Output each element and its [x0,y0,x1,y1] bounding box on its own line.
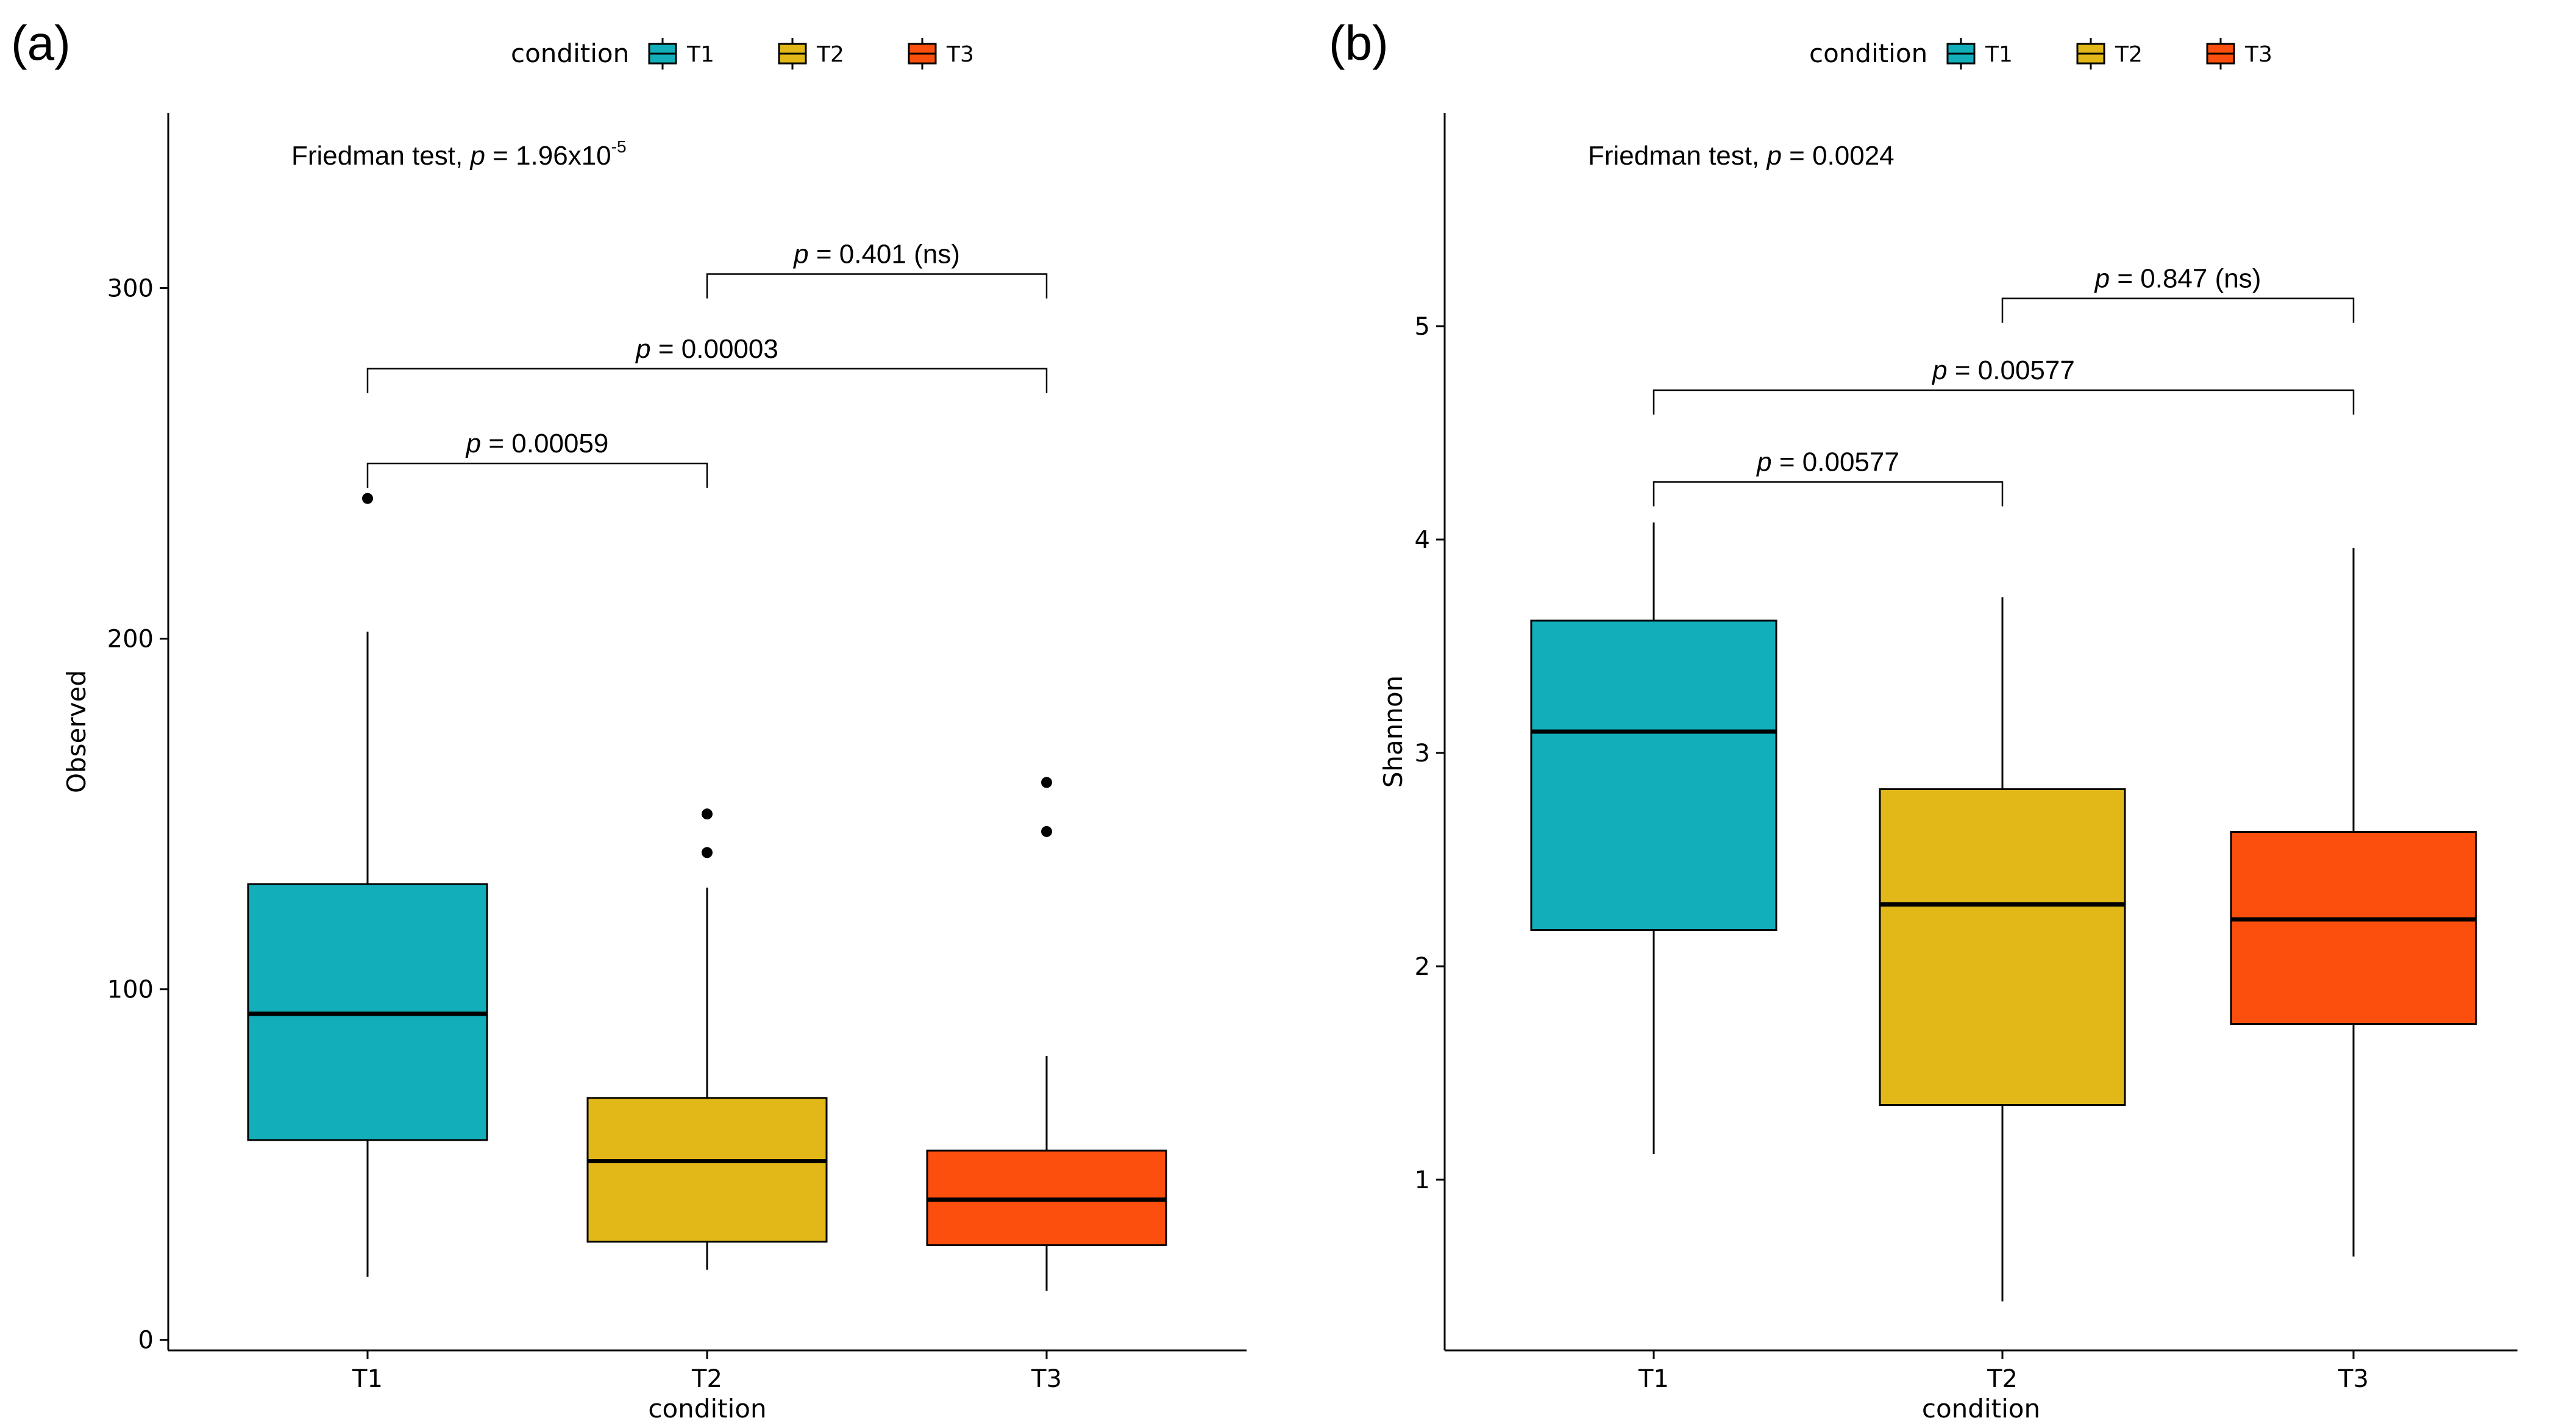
panel-label: (a) [11,16,71,70]
outlier-point [702,847,713,858]
y-axis-title: Observed [62,670,91,793]
legend-label-t1: T1 [686,42,714,67]
panel-label: (b) [1329,16,1389,70]
bracket-line [2001,298,2355,323]
panel-b: (b) condition T1 T2 T3 1 2 3 4 5 T1 T2 T3 condition Sh… [1329,16,2517,1424]
y-tick-label: 0 [138,1327,154,1355]
x-tick-label: T2 [1987,1365,2018,1393]
x-axis-title: condition [648,1394,766,1424]
outlier-point [362,493,373,504]
y-tick-label: 4 [1415,526,1430,554]
x-tick-label: T1 [352,1365,383,1393]
box-t2 [1879,597,2126,1302]
comparison-p-value: p = 0.00059 [465,429,609,458]
legend-label-t3: T3 [946,42,974,67]
comparison-p-value: p = 0.847 (ns) [2094,264,2261,294]
p-value-text: = 0.00577 [1948,355,2075,385]
box-body [1530,619,1777,931]
friedman-test-label: Friedman test, p = 1.96x10-5 [291,137,627,171]
x-tick-label: T2 [691,1365,722,1393]
p-value-text: = 0.00577 [1772,447,1899,477]
test-prefix: Friedman test, [291,141,470,171]
legend: condition T1 T2 T3 [511,38,974,70]
legend-title: condition [511,38,629,68]
bracket-line [706,273,1048,299]
outlier-point [702,808,713,820]
box-t1 [247,493,488,1277]
bracket-line [366,368,1048,393]
box-t1 [1530,522,1777,1154]
test-p-exponent: -5 [611,137,627,156]
legend-key-t3: T3 [908,38,974,70]
legend-label-t2: T2 [2115,42,2143,67]
legend-label-t3: T3 [2244,42,2272,67]
bracket-line [366,462,708,488]
legend: condition T1 T2 T3 [1809,38,2272,70]
x-tick-label: T3 [2338,1365,2369,1393]
p-symbol: p [1756,447,1771,477]
legend-key-t1: T1 [1946,38,2013,70]
p-symbol: p [465,429,481,458]
p-symbol: p [1765,141,1781,171]
friedman-test-label: Friedman test, p = 0.0024 [1588,141,1895,171]
p-symbol: p [635,334,650,364]
x-tick-label: T1 [1638,1365,1669,1393]
y-tick-label: 100 [107,976,154,1004]
y-axis-title: Shannon [1378,676,1408,788]
y-tick-label: 5 [1415,313,1430,341]
comparison-p-value: p = 0.00003 [635,334,778,364]
comparison-bracket-t2-t3: p = 0.401 (ns) [706,240,1048,299]
p-value-text: = 0.401 (ns) [809,240,960,269]
legend-key-t2: T2 [778,38,844,70]
box-body [1879,788,2126,1106]
p-symbol: p [792,240,808,269]
test-p-value: = 0.0024 [1782,141,1895,171]
legend-label-t2: T2 [816,42,844,67]
legend-key-t3: T3 [2206,38,2272,70]
outlier-point [1041,777,1052,788]
comparison-p-value: p = 0.00577 [1931,355,2075,385]
y-tick-label: 3 [1415,740,1430,768]
comparison-p-value: p = 0.401 (ns) [792,240,960,269]
y-tick-label: 300 [107,275,154,303]
comparison-bracket-t1-t2: p = 0.00577 [1653,447,2004,507]
p-value-text: = 0.00059 [481,429,608,458]
p-symbol: p [1931,355,1947,385]
p-value-text: = 0.00003 [651,334,778,364]
y-tick-label: 200 [107,626,154,654]
box-t2 [586,808,828,1270]
y-tick-label: 2 [1415,953,1430,981]
box-body [2230,831,2477,1025]
comparison-p-value: p = 0.00577 [1756,447,1899,477]
comparison-bracket-t2-t3: p = 0.847 (ns) [2001,264,2355,323]
legend-key-t2: T2 [2076,38,2143,70]
outlier-point [1041,825,1052,837]
test-prefix: Friedman test, [1588,141,1767,171]
box-t3 [2230,548,2477,1257]
box-t3 [926,777,1167,1291]
legend-key-t1: T1 [648,38,714,70]
box-body [586,1097,828,1243]
comparison-bracket-t1-t3: p = 0.00577 [1653,355,2355,415]
p-value-text: = 0.847 (ns) [2110,264,2261,294]
p-symbol: p [469,141,485,171]
x-tick-label: T3 [1031,1365,1062,1393]
p-symbol: p [2094,264,2110,294]
comparison-bracket-t1-t3: p = 0.00003 [366,334,1048,393]
legend-title: condition [1809,38,1927,68]
comparison-bracket-t1-t2: p = 0.00059 [366,429,708,488]
y-tick-label: 1 [1415,1166,1430,1194]
bracket-line [1653,481,2004,507]
bracket-line [1653,389,2355,415]
x-axis-title: condition [1922,1394,2040,1424]
test-p-value: = 1.96x10 [485,141,611,171]
legend-label-t1: T1 [1985,42,2013,67]
